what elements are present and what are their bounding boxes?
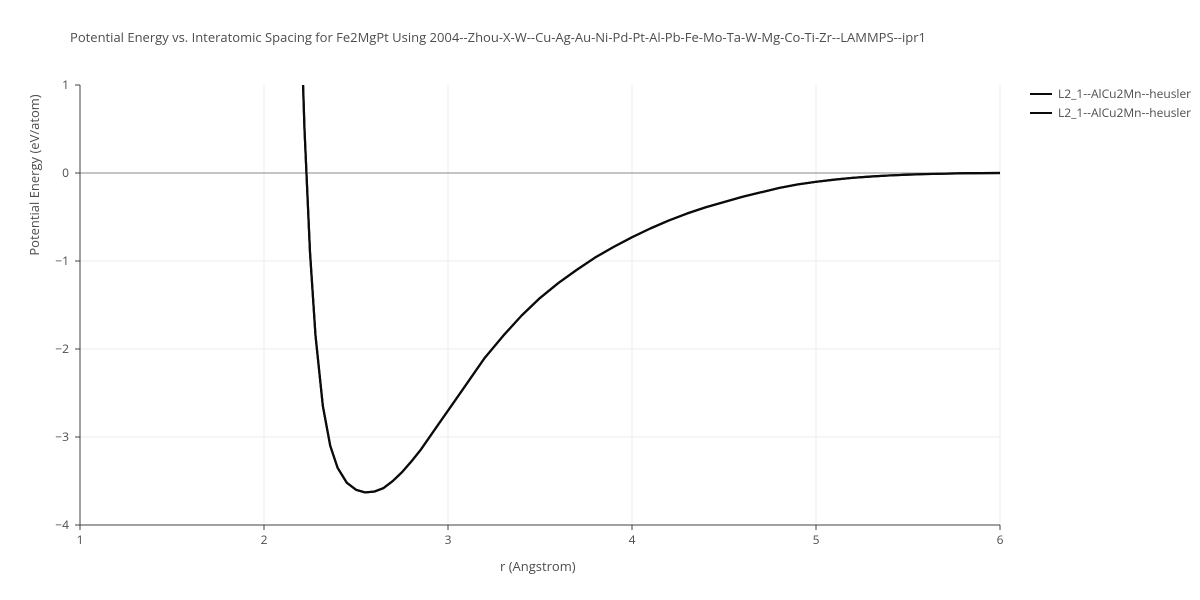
series-line-1 xyxy=(299,0,1000,492)
y-tick-label: −3 xyxy=(55,428,69,445)
y-tick-label: 0 xyxy=(62,164,69,181)
x-tick-label: 1 xyxy=(77,531,84,548)
legend-label: L2_1--AlCu2Mn--heusler xyxy=(1058,85,1191,102)
x-tick-label: 3 xyxy=(445,531,452,548)
x-tick-label: 4 xyxy=(629,531,636,548)
y-tick-label: 1 xyxy=(62,76,69,93)
legend: L2_1--AlCu2Mn--heusler L2_1--AlCu2Mn--heu… xyxy=(1030,85,1191,123)
y-tick-label: −2 xyxy=(55,340,69,357)
legend-label: L2_1--AlCu2Mn--heusler xyxy=(1058,104,1191,121)
x-axis-label: r (Angstrom) xyxy=(500,557,576,575)
legend-entry-1[interactable]: L2_1--AlCu2Mn--heusler xyxy=(1030,104,1191,121)
legend-entry-0[interactable]: L2_1--AlCu2Mn--heusler xyxy=(1030,85,1191,102)
y-axis-label: Potential Energy (eV/atom) xyxy=(25,0,43,395)
y-tick-label: −1 xyxy=(55,252,69,269)
legend-swatch xyxy=(1030,93,1052,95)
x-tick-label: 6 xyxy=(997,531,1004,548)
series-line-0 xyxy=(299,0,1000,492)
plot-area: 1 2 3 4 5 6 −4 −3 −2 −1 0 1 xyxy=(0,0,1200,600)
legend-swatch xyxy=(1030,112,1052,114)
x-tick-label: 2 xyxy=(261,531,268,548)
chart-container: { "chart": { "type": "line", "title": "P… xyxy=(0,0,1200,600)
x-tick-label: 5 xyxy=(813,531,820,548)
y-tick-label: −4 xyxy=(55,516,69,533)
